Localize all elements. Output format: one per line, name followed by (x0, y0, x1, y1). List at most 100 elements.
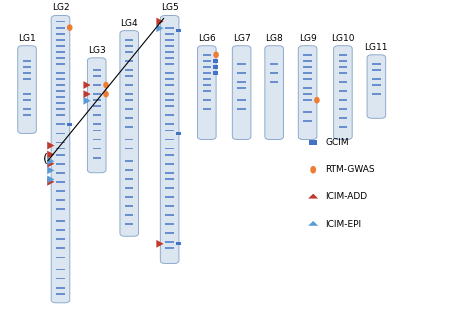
Bar (202, 84, 211, 86)
Bar (125, 39, 133, 41)
Bar (303, 78, 312, 80)
Bar (237, 72, 246, 74)
Bar (303, 54, 312, 56)
Bar (56, 287, 64, 289)
FancyBboxPatch shape (232, 46, 251, 140)
Bar (303, 93, 312, 95)
Polygon shape (83, 90, 91, 98)
Bar (56, 96, 64, 98)
Bar (176, 242, 181, 245)
Polygon shape (47, 157, 55, 165)
Bar (125, 169, 133, 171)
Bar (56, 220, 64, 222)
Bar (56, 142, 64, 143)
Bar (165, 27, 174, 28)
Bar (202, 108, 211, 110)
FancyBboxPatch shape (160, 15, 179, 263)
Bar (237, 99, 246, 101)
Bar (202, 78, 211, 80)
Bar (372, 93, 381, 95)
Bar (165, 57, 174, 59)
Bar (92, 157, 101, 158)
Bar (165, 105, 174, 107)
Text: LG5: LG5 (161, 3, 179, 13)
Bar (92, 105, 101, 107)
Bar (165, 123, 174, 125)
Bar (125, 45, 133, 47)
Bar (309, 140, 318, 145)
FancyBboxPatch shape (87, 58, 106, 173)
Bar (56, 278, 64, 279)
Ellipse shape (314, 97, 319, 104)
Bar (56, 72, 64, 74)
Bar (56, 163, 64, 164)
Bar (56, 39, 64, 41)
Polygon shape (47, 178, 55, 186)
Bar (339, 108, 347, 110)
Bar (56, 84, 64, 86)
Bar (56, 102, 64, 104)
Bar (56, 154, 64, 156)
Bar (125, 51, 133, 53)
Bar (125, 108, 133, 110)
Bar (237, 87, 246, 89)
Polygon shape (47, 160, 55, 168)
Bar (23, 72, 31, 74)
Bar (67, 26, 72, 29)
Bar (125, 214, 133, 216)
Bar (303, 87, 312, 89)
Bar (165, 205, 174, 207)
Bar (165, 39, 174, 41)
Bar (165, 187, 174, 189)
Bar (165, 172, 174, 174)
Bar (23, 60, 31, 62)
Bar (56, 133, 64, 134)
Bar (56, 90, 64, 92)
Polygon shape (83, 97, 91, 105)
Polygon shape (47, 175, 55, 183)
FancyBboxPatch shape (18, 46, 36, 134)
Bar (56, 57, 64, 59)
Text: RTM-GWAS: RTM-GWAS (325, 165, 375, 174)
Text: LG11: LG11 (365, 43, 388, 52)
FancyBboxPatch shape (367, 55, 386, 118)
Bar (125, 148, 133, 149)
Bar (56, 208, 64, 210)
FancyBboxPatch shape (265, 46, 283, 140)
Polygon shape (308, 221, 318, 226)
Bar (165, 84, 174, 86)
Polygon shape (47, 151, 55, 158)
Bar (339, 90, 347, 92)
Bar (237, 108, 246, 110)
Bar (92, 129, 101, 131)
Text: (: ( (43, 153, 48, 166)
Bar (56, 63, 64, 65)
Bar (176, 132, 181, 135)
Bar (165, 45, 174, 47)
Bar (125, 84, 133, 86)
Bar (165, 232, 174, 234)
FancyBboxPatch shape (298, 46, 317, 140)
Bar (202, 60, 211, 62)
Text: GCIM: GCIM (325, 138, 349, 147)
Ellipse shape (213, 51, 219, 58)
Bar (270, 72, 278, 74)
Bar (125, 93, 133, 95)
Text: LG10: LG10 (331, 34, 355, 43)
Text: LG6: LG6 (198, 34, 216, 43)
Bar (56, 108, 64, 110)
Bar (202, 54, 211, 56)
Bar (339, 127, 347, 128)
Bar (56, 45, 64, 47)
Bar (56, 238, 64, 240)
Bar (303, 72, 312, 74)
Bar (270, 81, 278, 83)
Ellipse shape (103, 91, 109, 97)
Bar (372, 84, 381, 86)
Text: LG7: LG7 (233, 34, 251, 43)
Bar (125, 139, 133, 140)
Text: LG3: LG3 (88, 46, 106, 55)
Bar (165, 129, 174, 131)
Bar (92, 75, 101, 77)
Ellipse shape (103, 82, 109, 89)
